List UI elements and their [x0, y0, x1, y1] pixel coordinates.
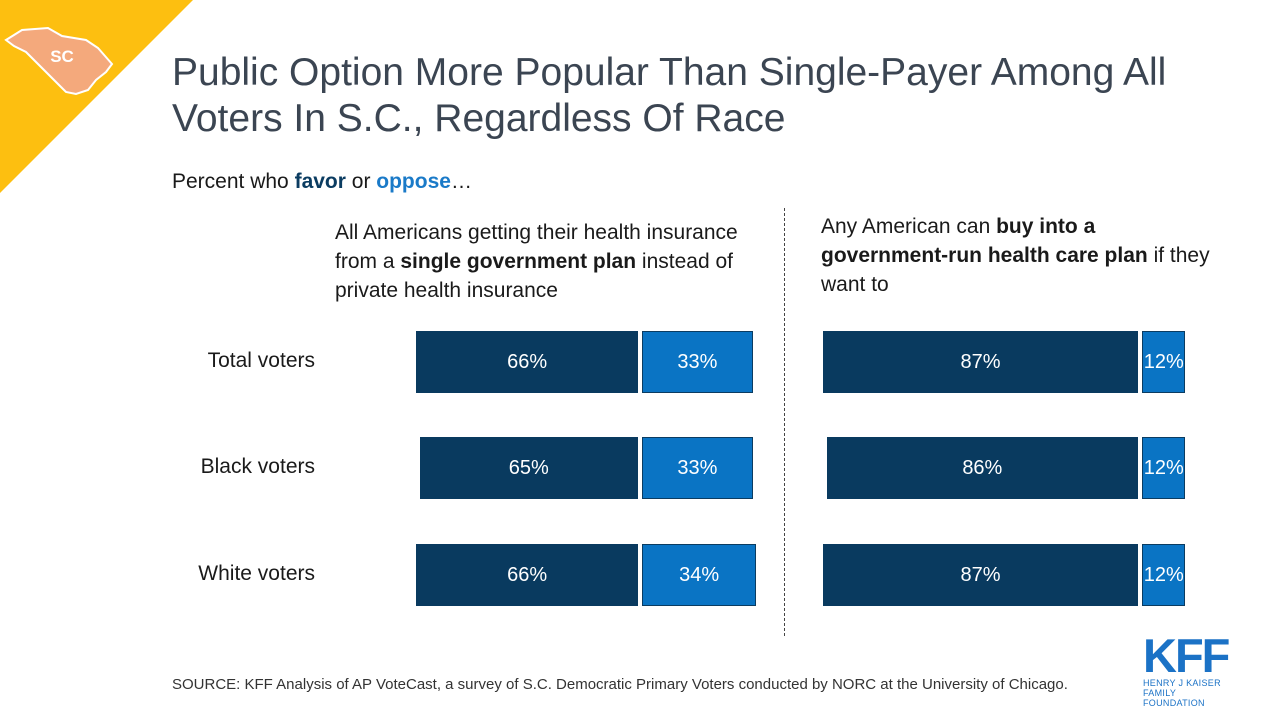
row-label-white: White voters	[198, 562, 315, 585]
subtitle-favor: favor	[294, 170, 346, 193]
subtitle-suffix: …	[450, 170, 472, 193]
favor-bar-single-payer-total: 66%	[416, 331, 638, 393]
favor-bar-public-option-total: 87%	[823, 331, 1138, 393]
favor-bar-public-option-black: 86%	[826, 437, 1138, 499]
oppose-bar-single-payer-white: 34%	[642, 544, 757, 606]
logo-line1: HENRY J KAISER	[1143, 678, 1221, 688]
south-carolina-map-icon	[4, 26, 114, 96]
q2-bold: buy into a government-run health care pl…	[821, 215, 1148, 267]
q2-part2: if they want to	[821, 244, 1210, 296]
favor-bar-public-option-white: 87%	[823, 544, 1138, 606]
oppose-bar-single-payer-total: 33%	[642, 331, 753, 393]
row-label-black: Black voters	[200, 455, 315, 478]
oppose-bar-public-option-black: 12%	[1142, 437, 1186, 499]
q2-part1: Any American can	[821, 215, 997, 238]
single-payer-question: All Americans getting their health insur…	[335, 218, 775, 305]
oppose-bar-public-option-total: 12%	[1142, 331, 1186, 393]
favor-bar-single-payer-black: 65%	[419, 437, 638, 499]
panel-divider	[784, 208, 785, 636]
state-corner-badge: SC	[0, 0, 200, 200]
state-abbr: SC	[50, 47, 74, 66]
logo-mark: KFF	[1143, 629, 1230, 682]
corner-triangle: SC	[0, 0, 193, 193]
row-label-total: Total voters	[207, 349, 315, 372]
favor-bar-single-payer-white: 66%	[416, 544, 638, 606]
kff-logo: KFF HENRY J KAISER FAMILY FOUNDATION	[1143, 629, 1239, 708]
subtitle: Percent who favor or oppose…	[172, 170, 472, 194]
subtitle-middle: or	[345, 170, 377, 193]
oppose-bar-public-option-white: 12%	[1142, 544, 1186, 606]
subtitle-oppose: oppose	[376, 170, 451, 193]
source-note: SOURCE: KFF Analysis of AP VoteCast, a s…	[172, 676, 1068, 693]
logo-line2: FAMILY FOUNDATION	[1143, 688, 1205, 708]
subtitle-prefix: Percent who	[172, 170, 295, 193]
q1-part2: instead of private health insurance	[335, 250, 733, 302]
q1-bold: single government plan	[400, 250, 637, 273]
q1-part1: All Americans getting their health insur…	[335, 221, 738, 273]
public-option-question: Any American can buy into a government-r…	[821, 212, 1221, 299]
page-title: Public Option More Popular Than Single-P…	[172, 51, 1167, 140]
oppose-bar-single-payer-black: 33%	[642, 437, 753, 499]
